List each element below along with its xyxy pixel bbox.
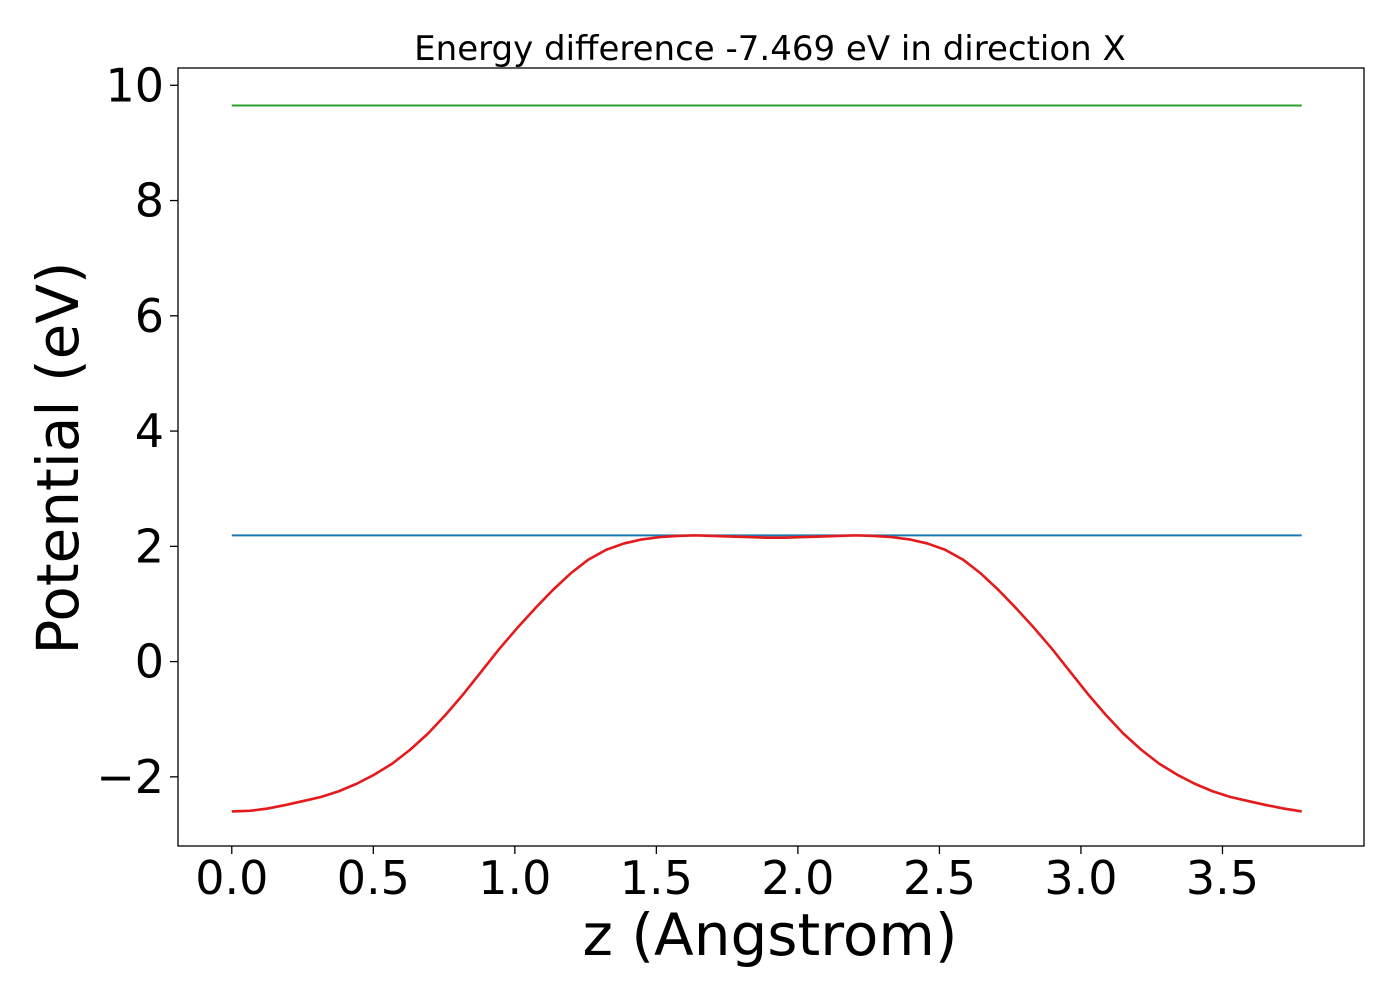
series-line-2	[231, 534, 1302, 813]
x-axis-ticks: 0.0 0.5 1.0 1.5 2.0 2.5 3.0 3.5	[195, 846, 1259, 905]
x-tick-label: 1.5	[620, 851, 693, 905]
series-layer	[231, 104, 1302, 813]
x-tick-label: 3.0	[1044, 851, 1117, 905]
y-tick-label: 8	[135, 174, 164, 228]
y-axis-ticks: −2 0 2 4 6 8 10	[96, 58, 178, 804]
x-axis-label: z (Angstrom)	[583, 901, 958, 969]
y-tick-label: 2	[135, 519, 164, 573]
x-tick-label: 0.5	[337, 851, 410, 905]
x-tick-label: 2.0	[761, 851, 834, 905]
y-axis-label: Potential (eV)	[24, 261, 92, 654]
y-tick-label: 10	[105, 58, 164, 112]
y-tick-label: 4	[135, 404, 164, 458]
chart-title: Energy difference -7.469 eV in direction…	[414, 29, 1126, 69]
x-tick-label: 2.5	[903, 851, 976, 905]
x-tick-label: 1.0	[478, 851, 551, 905]
y-tick-label: 6	[135, 289, 164, 343]
plot-frame	[177, 67, 1365, 847]
y-tick-label: 0	[135, 635, 164, 689]
x-tick-label: 0.0	[195, 851, 268, 905]
y-tick-label: −2	[96, 750, 164, 804]
x-tick-label: 3.5	[1186, 851, 1259, 905]
